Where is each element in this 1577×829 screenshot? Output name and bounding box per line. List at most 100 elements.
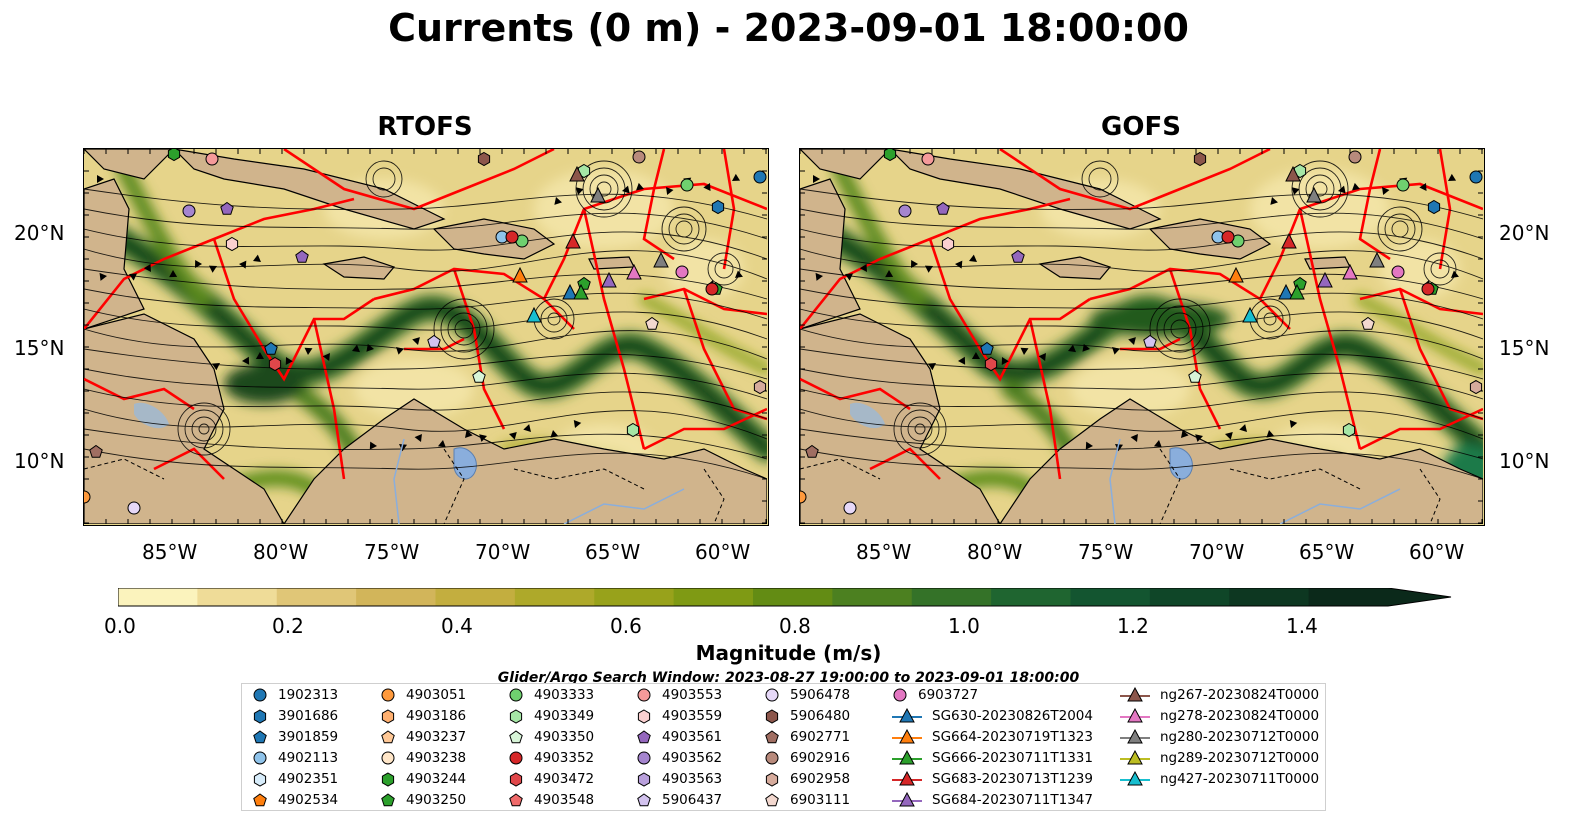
colorbar-segment	[1229, 588, 1310, 606]
colorbar-tick-label: 0.4	[441, 614, 473, 638]
hexagon-marker-icon	[765, 709, 779, 724]
lon-tick-label: 80°W	[967, 540, 1023, 564]
hexagon-marker-icon	[253, 709, 267, 724]
argo-float-marker	[268, 356, 282, 372]
legend-item: 4903352	[508, 748, 594, 768]
colorbar-segment	[1070, 588, 1151, 606]
hexagon-marker-icon	[637, 772, 651, 787]
pentagon-marker-icon	[381, 730, 395, 744]
legend-item-label: SG630-20230826T2004	[932, 708, 1093, 724]
argo-float-marker	[505, 230, 519, 244]
glider-marker	[1306, 186, 1322, 203]
argo-float-marker	[753, 379, 767, 395]
lat-tick-label: 20°N	[14, 221, 65, 245]
glider-marker	[1342, 263, 1358, 280]
glider-marker	[569, 165, 585, 182]
colorbar-tick-label: 1.2	[1117, 614, 1149, 638]
legend-item-label: 5906478	[790, 687, 851, 703]
legend-item: SG666-20230711T1331	[892, 748, 1093, 768]
legend-item-label: 4902351	[278, 771, 339, 787]
argo-float-marker	[1348, 150, 1362, 164]
argo-float-marker	[984, 356, 998, 372]
lake-maracaibo	[453, 447, 477, 480]
hexagon-marker-icon	[637, 709, 651, 724]
triangle-line-marker-icon	[892, 750, 922, 765]
legend-item: 4902534	[252, 790, 338, 810]
glider-marker	[562, 283, 578, 300]
legend-item: 3901859	[252, 727, 338, 747]
colorbar-tick-label: 1.0	[948, 614, 980, 638]
lon-tick-label: 65°W	[585, 540, 641, 564]
panel-title-rtofs: RTOFS	[377, 112, 473, 142]
legend-item-label: 6903727	[918, 687, 979, 703]
triangle-line-marker-icon	[892, 729, 922, 744]
legend-item-label: 6903111	[790, 792, 851, 808]
legend-item: SG630-20230826T2004	[892, 706, 1093, 726]
hexagon-marker-icon	[381, 709, 395, 724]
triangle-line-marker-icon	[1120, 771, 1150, 786]
figure-title: Currents (0 m) - 2023-09-01 18:00:00	[388, 6, 1189, 50]
legend-item-label: 6902958	[790, 771, 851, 787]
legend-item-label: 4903237	[406, 729, 467, 745]
legend-item: 4903561	[636, 727, 722, 747]
argo-float-marker	[1143, 334, 1157, 348]
argo-float-marker	[127, 501, 141, 515]
colorbar-tick-label: 1.4	[1286, 614, 1318, 638]
rtofs-map-panel	[83, 148, 769, 526]
legend-item-label: 4903548	[534, 792, 595, 808]
lon-tick-label: 85°W	[856, 540, 912, 564]
argo-float-marker	[225, 236, 239, 252]
triangle-line-marker-icon	[1120, 687, 1150, 702]
argo-float-marker	[680, 178, 694, 192]
lon-tick-label: 70°W	[475, 540, 531, 564]
argo-float-marker	[472, 369, 486, 383]
lon-tick-label: 85°W	[142, 540, 198, 564]
glider-marker	[1369, 251, 1385, 268]
legend-item-label: 6902771	[790, 729, 851, 745]
circle-marker-icon	[765, 688, 779, 702]
lon-tick-label: 60°W	[695, 540, 751, 564]
legend-item: 5906480	[764, 706, 850, 726]
argo-float-marker	[264, 341, 278, 355]
legend-item-label: 1902313	[278, 687, 339, 703]
colorbar-segment	[753, 588, 833, 606]
argo-float-marker	[295, 249, 309, 263]
legend-item: 5906478	[764, 685, 850, 705]
legend-item: 4903553	[636, 685, 722, 705]
colorbar	[117, 587, 1453, 612]
lon-tick-label: 60°W	[1409, 540, 1465, 564]
lon-tick-label: 65°W	[1299, 540, 1355, 564]
legend-item: 4903186	[380, 706, 466, 726]
argo-float-marker	[1011, 249, 1025, 263]
legend-item: 4903563	[636, 769, 722, 789]
colorbar-segment	[673, 588, 754, 606]
colorbar-segment	[911, 588, 992, 606]
legend-item: ng278-20230824T0000	[1120, 706, 1319, 726]
colorbar-outline	[117, 587, 1452, 607]
circle-marker-icon	[509, 751, 523, 765]
glider-marker	[626, 263, 642, 280]
legend: 1902313 3901686 3901859 4902113 4902351 49025…	[241, 683, 1326, 811]
argo-float-marker	[1396, 178, 1410, 192]
legend-item: 4903250	[380, 790, 466, 810]
legend-item: 6903727	[892, 685, 978, 705]
panel-title-gofs: GOFS	[1101, 112, 1181, 142]
argo-float-marker	[1391, 265, 1405, 279]
argo-float-marker	[167, 149, 181, 162]
hexagon-marker-icon	[509, 772, 523, 787]
legend-item: 6902958	[764, 769, 850, 789]
lat-tick-label: 15°N	[14, 336, 65, 360]
lon-tick-label: 80°W	[253, 540, 309, 564]
argo-float-marker	[84, 490, 91, 504]
legend-item-label: ng280-20230712T0000	[1160, 729, 1320, 745]
legend-item-label: 4903238	[406, 750, 467, 766]
glider-marker	[1228, 266, 1244, 283]
argo-float-marker	[805, 444, 819, 458]
legend-item-label: 4903349	[534, 708, 595, 724]
legend-item-label: ng289-20230712T0000	[1160, 750, 1320, 766]
lake-maracaibo	[1169, 447, 1193, 480]
hexagon-marker-icon	[253, 772, 267, 787]
argo-float-marker	[800, 490, 807, 504]
colorbar-segment	[276, 588, 357, 606]
legend-item: ng427-20230711T0000	[1120, 769, 1319, 789]
